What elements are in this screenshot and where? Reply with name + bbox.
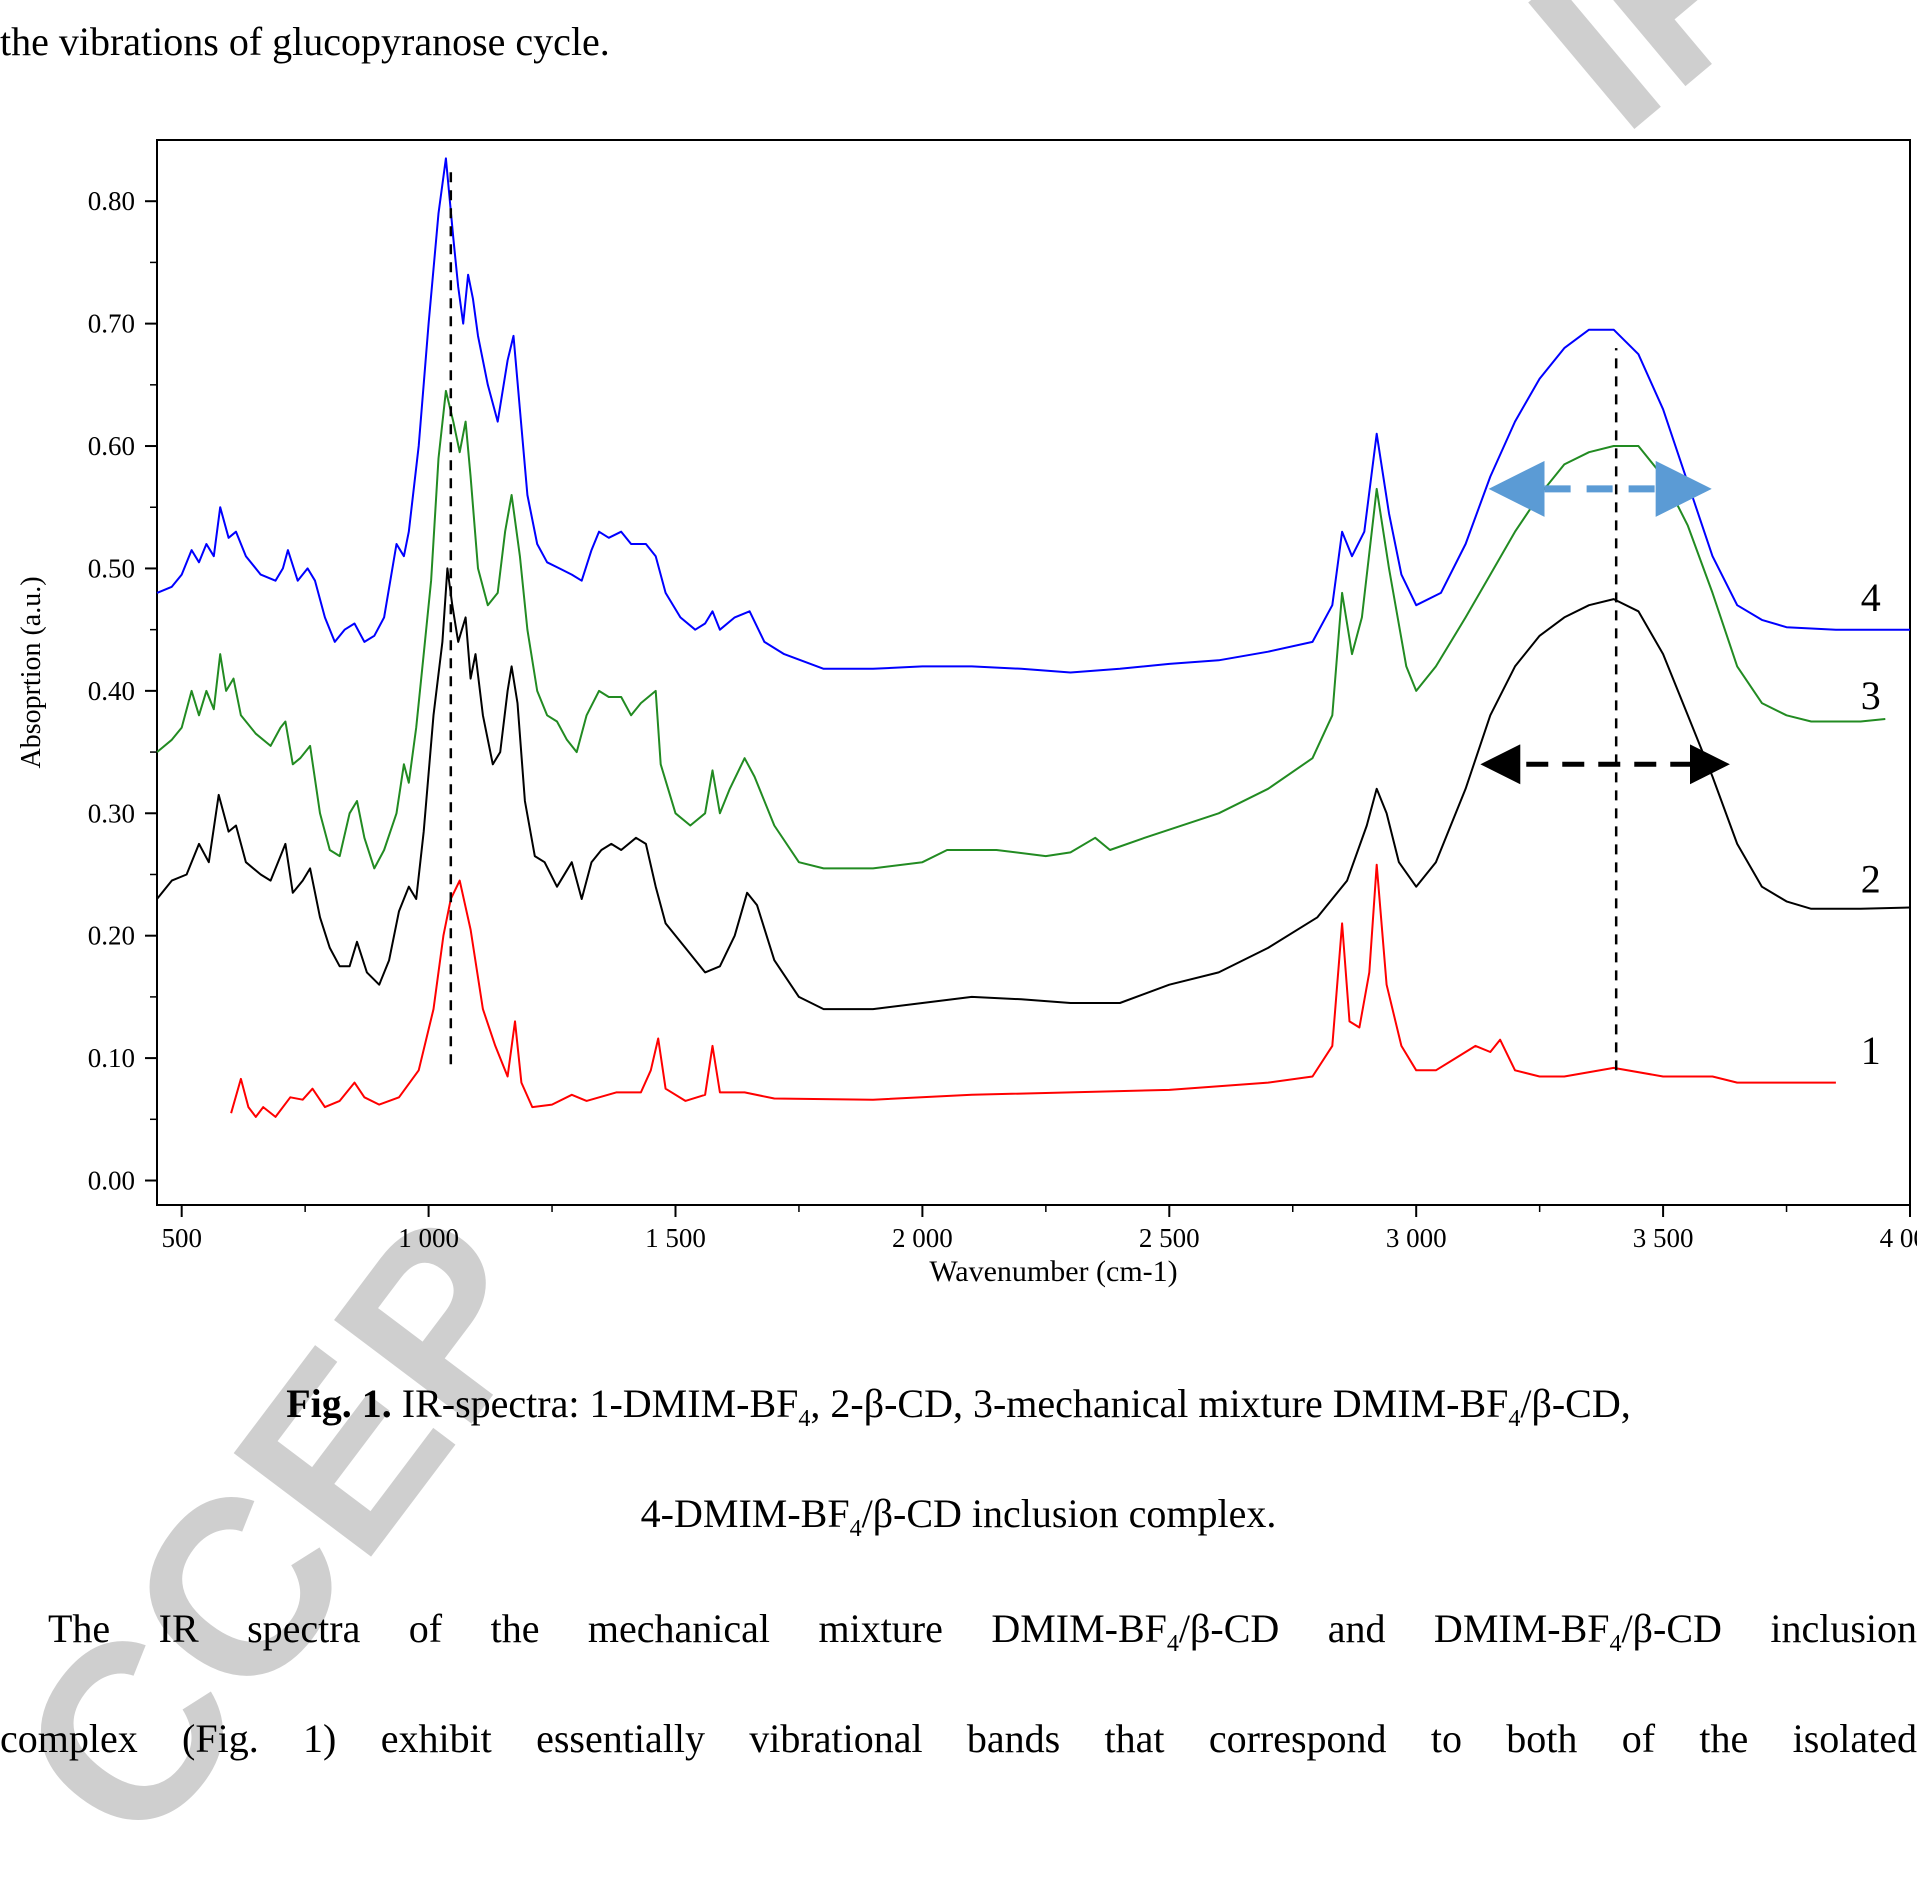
y-tick-label: 0.60 — [88, 431, 135, 461]
y-tick-label: 0.80 — [88, 186, 135, 216]
y-tick-label: 0.10 — [88, 1043, 135, 1073]
plot-border — [156, 139, 1911, 1206]
series-line-4 — [156, 157, 1910, 674]
x-tick-label: 500 — [161, 1223, 202, 1253]
figure-caption-line2: 4-DMIM-BF4/β-CD inclusion complex. — [0, 1490, 1917, 1543]
curve-label-4: 4 — [1861, 575, 1881, 620]
body-paragraph-line2: complex (Fig. 1) exhibit essentially vib… — [0, 1716, 1917, 1761]
y-tick-label: 0.70 — [88, 309, 135, 339]
curve-label-1: 1 — [1861, 1028, 1881, 1073]
para-sub-a: 4 — [1166, 1631, 1179, 1657]
x-tick-label: 2 500 — [1139, 1223, 1200, 1253]
x-axis: 500 1 000 1 500 2 000 2 500 3 000 3 500 4 000 — [161, 1205, 1917, 1253]
caption2-sub: 4 — [849, 1516, 862, 1542]
x-tick-label: 3 000 — [1386, 1223, 1447, 1253]
y-axis-label: Absoprtion (a.u.) — [16, 576, 47, 768]
x-tick-label: 2 000 — [892, 1223, 953, 1253]
y-tick-label: 0.00 — [88, 1166, 135, 1196]
x-axis-label: Wavenumber (cm-1) — [929, 1255, 1177, 1288]
top-text: the vibrations of glucopyranose cycle. — [0, 19, 610, 64]
caption-fig-label: Fig. 1. — [286, 1381, 392, 1426]
y-tick-label: 0.30 — [88, 798, 135, 828]
para-sub-b: 4 — [1609, 1631, 1622, 1657]
caption-text-b: , 2-β-CD, 3-mechanical mixture DMIM-BF — [810, 1381, 1509, 1426]
x-tick-label: 1 000 — [398, 1223, 459, 1253]
x-tick-label: 4 000 — [1880, 1223, 1917, 1253]
plot-frame — [156, 139, 1911, 1206]
caption-sub-b: 4 — [1508, 1406, 1521, 1432]
caption2-text-b: /β-CD inclusion complex. — [861, 1491, 1277, 1536]
series-layer — [156, 157, 1911, 1118]
series-line-2 — [156, 567, 1911, 1011]
body-paragraph-line1: The IR spectra of the mechanical mixture… — [0, 1605, 1917, 1658]
para-text-a: The IR spectra of the mechanical mixture… — [48, 1606, 1167, 1651]
caption-text-c: /β-CD, — [1520, 1381, 1631, 1426]
y-tick-label: 0.50 — [88, 553, 135, 583]
x-tick-label: 3 500 — [1633, 1223, 1694, 1253]
series-line-3 — [156, 389, 1886, 870]
curve-labels: 1 2 3 4 — [1861, 575, 1881, 1073]
curve-label-2: 2 — [1861, 857, 1881, 902]
caption2-text-a: 4-DMIM-BF — [640, 1491, 850, 1536]
annotation-layer — [449, 164, 1730, 1071]
y-tick-label: 0.40 — [88, 676, 135, 706]
series-line-1 — [230, 863, 1836, 1118]
x-tick-label: 1 500 — [645, 1223, 706, 1253]
para-text-c: /β-CD inclusion — [1621, 1606, 1917, 1651]
figure-caption-line1: Fig. 1. IR-spectra: 1-DMIM-BF4, 2-β-CD, … — [0, 1380, 1917, 1433]
ir-spectra-chart: 0.00 0.10 0.20 0.30 0.40 0.50 0.60 0.70 0.80 500… — [16, 139, 1917, 1288]
y-axis: 0.00 0.10 0.20 0.30 0.40 0.50 0.60 0.70 0.80 — [88, 186, 157, 1196]
caption-sub-a: 4 — [798, 1406, 811, 1432]
caption-text-a: IR-spectra: 1-DMIM-BF — [391, 1381, 799, 1426]
para-text-b: /β-CD and DMIM-BF — [1178, 1606, 1610, 1651]
y-tick-label: 0.20 — [88, 921, 135, 951]
curve-label-3: 3 — [1861, 673, 1881, 718]
